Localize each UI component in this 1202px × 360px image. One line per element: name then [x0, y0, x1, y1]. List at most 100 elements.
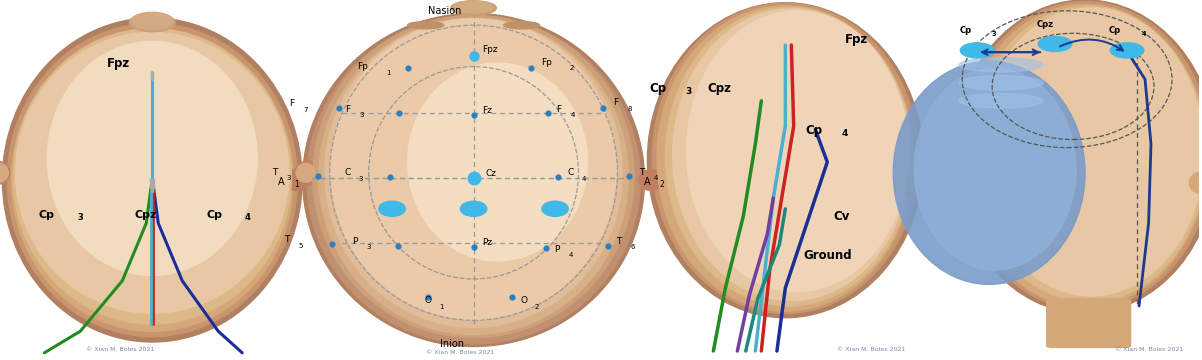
Text: 6: 6 [631, 244, 635, 250]
Ellipse shape [657, 6, 914, 311]
Text: Fz: Fz [482, 107, 492, 116]
Ellipse shape [960, 43, 994, 58]
Text: 4: 4 [654, 175, 657, 181]
Ellipse shape [331, 19, 617, 320]
Text: © Xian M. Boles 2021: © Xian M. Boles 2021 [1115, 347, 1183, 352]
Text: 3: 3 [286, 175, 291, 181]
Ellipse shape [673, 9, 910, 301]
Text: C: C [344, 168, 350, 177]
Ellipse shape [891, 166, 927, 194]
Text: Cpz: Cpz [708, 82, 731, 95]
Ellipse shape [953, 0, 1202, 313]
Text: P: P [554, 245, 559, 254]
Text: Fpz: Fpz [482, 45, 498, 54]
Text: Cp: Cp [207, 210, 222, 220]
Ellipse shape [963, 4, 1202, 307]
Text: Cpz: Cpz [135, 210, 156, 220]
Text: Nasion: Nasion [428, 6, 462, 17]
Text: Cp: Cp [1109, 26, 1121, 35]
Ellipse shape [666, 7, 912, 306]
Text: O: O [424, 297, 432, 306]
Text: Fpz: Fpz [845, 33, 869, 46]
Ellipse shape [958, 2, 1202, 310]
Text: T: T [639, 168, 644, 177]
Ellipse shape [407, 63, 588, 261]
Text: Fp: Fp [541, 58, 552, 67]
Ellipse shape [130, 13, 175, 32]
Ellipse shape [1189, 172, 1202, 194]
Text: 4: 4 [571, 112, 575, 118]
Text: 1: 1 [439, 304, 444, 310]
Ellipse shape [460, 201, 487, 216]
Text: A: A [644, 177, 650, 187]
Ellipse shape [1039, 36, 1072, 51]
Text: Cpz: Cpz [1037, 20, 1054, 29]
Ellipse shape [407, 22, 444, 29]
Ellipse shape [313, 15, 635, 338]
Text: 5: 5 [298, 243, 303, 249]
Text: © Xian M. Boles 2021: © Xian M. Boles 2021 [87, 347, 155, 352]
Text: Cp: Cp [805, 124, 823, 137]
Text: Fp: Fp [357, 62, 368, 71]
Ellipse shape [303, 14, 644, 346]
Ellipse shape [16, 32, 288, 313]
Text: 8: 8 [627, 105, 631, 112]
Text: T: T [284, 235, 290, 244]
Text: T: T [272, 168, 278, 177]
Ellipse shape [325, 18, 623, 327]
Ellipse shape [284, 170, 308, 190]
Ellipse shape [0, 161, 10, 184]
Ellipse shape [451, 1, 496, 15]
Text: T: T [617, 237, 621, 246]
Text: Cz: Cz [486, 170, 496, 179]
Ellipse shape [1183, 170, 1202, 197]
Ellipse shape [0, 163, 8, 182]
Ellipse shape [893, 61, 1085, 284]
Ellipse shape [653, 3, 918, 314]
Text: F: F [557, 105, 561, 114]
Ellipse shape [13, 29, 291, 324]
Ellipse shape [959, 76, 1043, 90]
Text: Cp: Cp [959, 26, 971, 35]
Text: 4: 4 [1142, 31, 1146, 37]
Text: Cp: Cp [38, 210, 54, 220]
Text: 3: 3 [359, 112, 364, 118]
Ellipse shape [296, 163, 315, 182]
Ellipse shape [294, 161, 321, 184]
Text: C: C [567, 168, 573, 177]
Ellipse shape [7, 23, 297, 337]
Text: 4: 4 [582, 176, 585, 182]
Ellipse shape [319, 18, 629, 334]
Ellipse shape [47, 41, 257, 275]
Text: 4: 4 [244, 213, 250, 222]
Text: 7: 7 [303, 107, 308, 113]
Ellipse shape [2, 18, 302, 342]
Ellipse shape [11, 29, 293, 331]
Ellipse shape [132, 12, 173, 30]
Ellipse shape [542, 201, 569, 216]
Text: 4: 4 [569, 252, 572, 258]
Text: 1: 1 [386, 69, 391, 76]
Text: 2: 2 [570, 65, 573, 71]
Ellipse shape [686, 11, 909, 292]
Text: F: F [613, 98, 618, 107]
Text: 1: 1 [293, 180, 298, 189]
Ellipse shape [379, 201, 405, 216]
Text: O: O [520, 297, 528, 306]
Ellipse shape [978, 8, 1202, 296]
Text: 4: 4 [841, 130, 849, 139]
Ellipse shape [639, 170, 664, 190]
Ellipse shape [898, 168, 924, 191]
FancyBboxPatch shape [1047, 299, 1131, 347]
Text: Cv: Cv [833, 210, 850, 222]
Text: 3: 3 [992, 31, 996, 37]
Text: 3: 3 [358, 176, 363, 182]
Ellipse shape [307, 16, 641, 344]
Text: Inion: Inion [440, 339, 464, 350]
Ellipse shape [1111, 43, 1144, 58]
Text: 3: 3 [367, 244, 371, 250]
Text: Pz: Pz [482, 238, 492, 247]
Text: 3: 3 [686, 87, 692, 96]
Text: Cp: Cp [650, 82, 667, 95]
Ellipse shape [959, 94, 1043, 108]
